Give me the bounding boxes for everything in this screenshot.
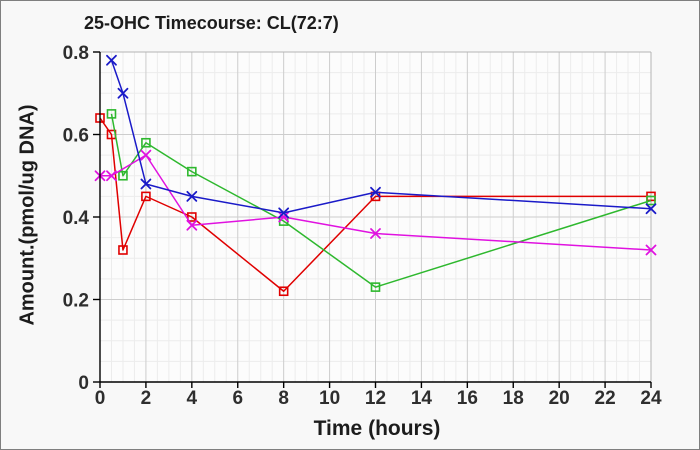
series-magenta-marker — [278, 211, 290, 223]
x-tick-label: 6 — [232, 388, 243, 409]
series-blue — [106, 54, 657, 219]
x-tick-label: 22 — [595, 388, 616, 409]
series-red-line — [99, 117, 651, 292]
series-magenta-marker — [140, 149, 152, 161]
y-tick-label: 0.6 — [63, 126, 89, 147]
x-tick-label: 12 — [365, 388, 386, 409]
y-tick-label: 0.4 — [63, 208, 90, 229]
series-blue-marker — [140, 178, 152, 190]
series-red-marker — [187, 212, 197, 222]
x-tick-label: 2 — [141, 388, 152, 409]
series-red-marker — [278, 286, 289, 297]
x-tick-label: 18 — [503, 388, 524, 409]
y-tick-label: 0.2 — [63, 291, 89, 312]
series-red-marker — [141, 191, 151, 202]
x-ticks: 0 2 4 6 8 10 12 14 16 18 20 22 24 — [95, 382, 662, 409]
series-magenta-marker — [645, 244, 657, 256]
series-green-marker — [141, 137, 151, 148]
series-blue-marker — [370, 186, 381, 198]
series-green-marker — [370, 282, 381, 292]
series-green-marker — [106, 109, 117, 119]
series-blue-marker — [106, 54, 117, 66]
x-tick-label: 8 — [278, 388, 289, 409]
x-tick-label: 24 — [640, 388, 662, 409]
x-axis-label: Time (hours) — [313, 417, 441, 440]
y-tick-label: 0.8 — [63, 43, 89, 64]
x-tick-label: 14 — [411, 388, 433, 409]
series-magenta-marker — [186, 219, 198, 231]
y-tick-label: 0 — [78, 373, 89, 394]
chart-title: 25-OHC Timecourse: CL(72:7) — [84, 13, 339, 33]
x-tick-label: 20 — [549, 388, 570, 409]
series-green-marker — [187, 166, 197, 177]
series-blue-marker — [117, 87, 129, 99]
series-green-marker — [646, 195, 656, 206]
series-blue-marker — [186, 190, 198, 202]
series-blue-marker — [645, 203, 657, 215]
series-green-line — [110, 113, 652, 288]
x-tick-label: 10 — [319, 388, 340, 409]
x-tick-label: 4 — [187, 388, 198, 409]
series-red-marker — [118, 245, 128, 255]
plot-border — [100, 51, 652, 382]
series-green-marker — [118, 170, 128, 181]
series-blue-marker — [278, 207, 290, 219]
series-magenta-marker — [106, 170, 117, 182]
series-magenta — [94, 149, 657, 256]
series-magenta-marker — [370, 228, 381, 239]
y-ticks: 0 0.2 0.4 0.6 0.8 — [63, 43, 100, 394]
x-tick-label: 16 — [457, 388, 478, 409]
x-tick-label: 0 — [95, 388, 106, 409]
